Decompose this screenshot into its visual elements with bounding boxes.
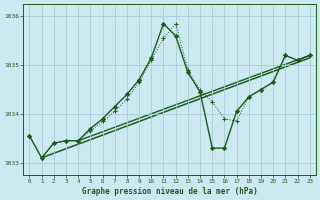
X-axis label: Graphe pression niveau de la mer (hPa): Graphe pression niveau de la mer (hPa): [82, 187, 258, 196]
